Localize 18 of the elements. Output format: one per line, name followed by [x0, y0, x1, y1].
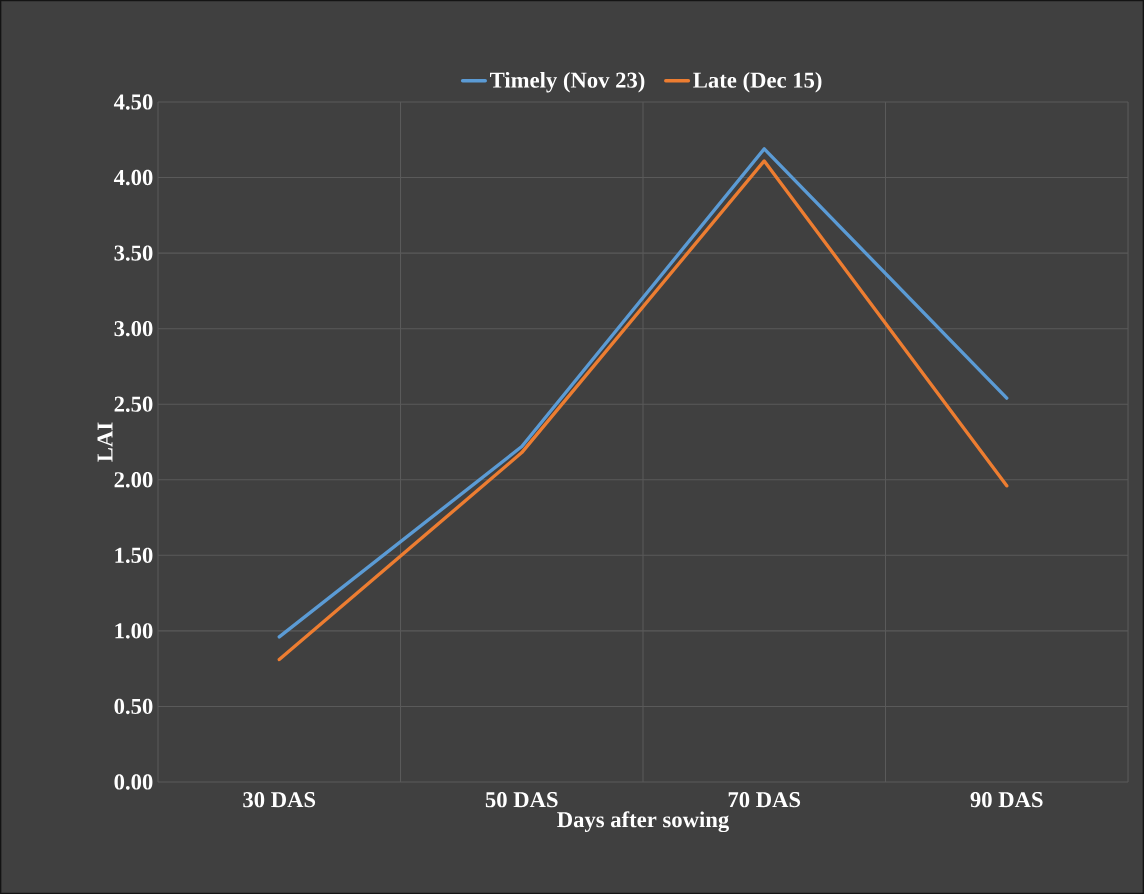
legend-label: Timely (Nov 23) [490, 71, 645, 93]
y-tick-label: 4.50 [113, 94, 153, 110]
y-tick-label: 0.00 [114, 774, 153, 790]
y-tick-label: 2.50 [114, 396, 153, 412]
legend-label: Late (Dec 15) [693, 71, 822, 93]
y-tick-label: 1.00 [115, 623, 153, 639]
y-tick-label: 3.50 [114, 245, 153, 261]
y-tick-label: 1.50 [115, 547, 153, 564]
y-axis-title: LAI [97, 422, 113, 462]
x-tick-label: 50 DAS [485, 792, 558, 808]
x-axis-title: Days after sowing [557, 811, 729, 833]
y-tick-label: 3.00 [114, 320, 153, 337]
y-tick-label: 0.50 [114, 698, 153, 715]
x-tick-label: 70 DAS [728, 792, 801, 808]
y-tick-label: 2.00 [114, 472, 153, 488]
y-tick-label: 4.00 [113, 169, 153, 186]
x-tick-label: 90 DAS [970, 792, 1043, 808]
x-tick-label: 30 DAS [243, 792, 316, 808]
